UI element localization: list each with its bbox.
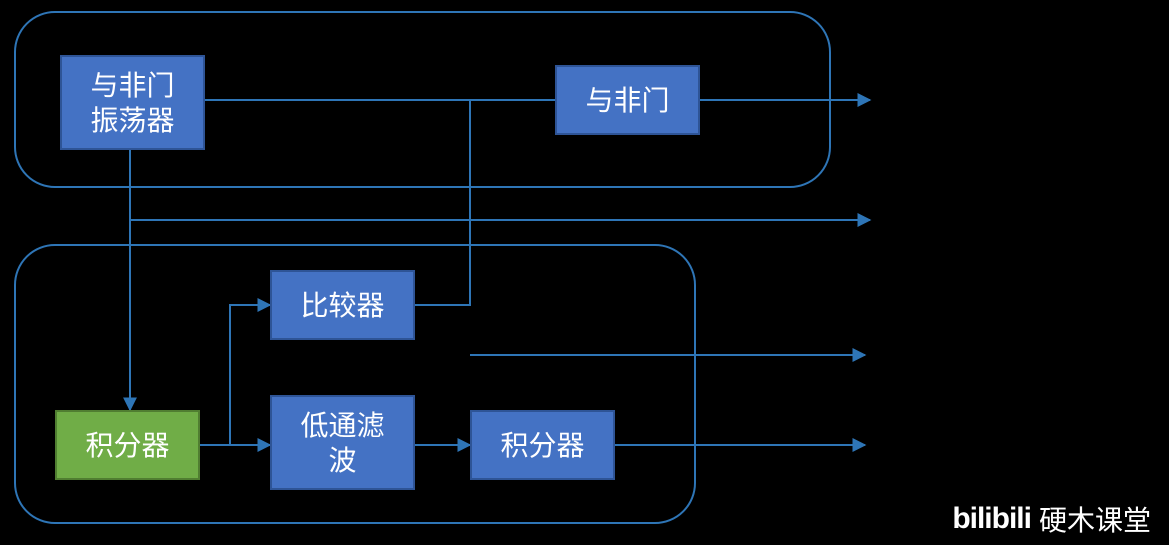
nand-osc-label: 与非门 振荡器 [90,68,174,138]
integrator1-label: 积分器 [85,428,169,463]
integrator2-label: 积分器 [500,428,584,463]
nand-gate: 与非门 [555,65,700,135]
watermark-label: 硬木课堂 [1039,499,1151,539]
lowpass: 低通滤 波 [270,395,415,490]
integrator2: 积分器 [470,410,615,480]
comparator-label: 比较器 [300,288,384,323]
nand-gate-label: 与非门 [585,83,669,118]
e-int1-up-comp [230,305,270,445]
integrator1: 积分器 [55,410,200,480]
watermark-logo: bilibili [952,502,1031,536]
lowpass-label: 低通滤 波 [300,408,384,478]
nand-osc: 与非门 振荡器 [60,55,205,150]
e-comp-up-nand [415,100,470,305]
comparator: 比较器 [270,270,415,340]
watermark: bilibili 硬木课堂 [952,499,1151,539]
